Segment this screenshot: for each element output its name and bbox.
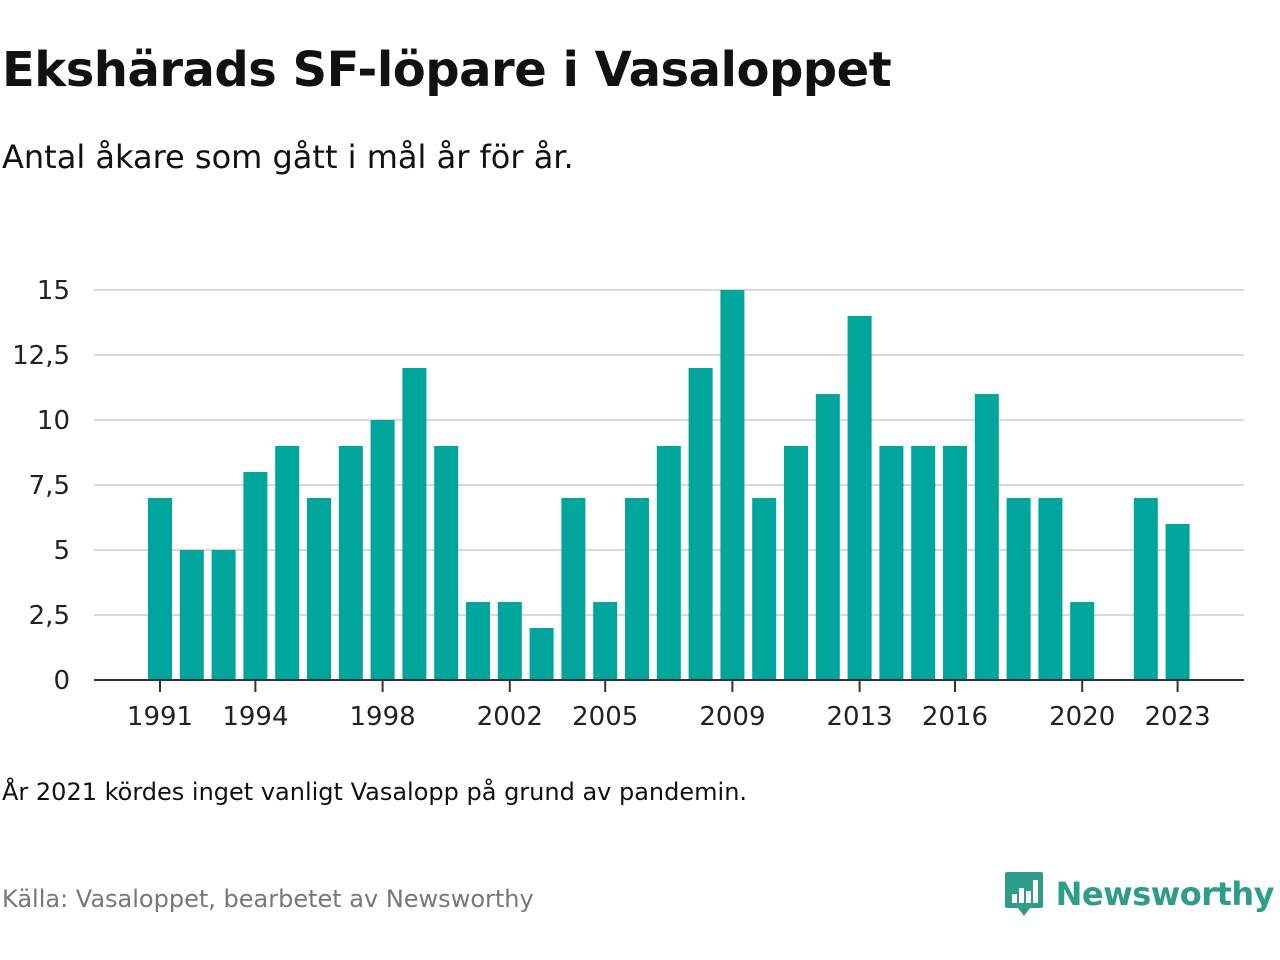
bar [497, 602, 522, 680]
bar [593, 602, 618, 680]
bar [625, 498, 649, 680]
chart-title: Ekshärads SF-löpare i Vasaloppet [2, 42, 892, 98]
bar [879, 446, 904, 680]
bar [179, 550, 204, 680]
bar [752, 498, 777, 680]
bar [402, 368, 427, 680]
x-tick-label: 2020 [1049, 702, 1115, 732]
bar [211, 550, 236, 680]
x-tick-label: 2005 [572, 702, 638, 732]
x-tick-label: 2016 [922, 702, 988, 732]
y-tick-label: 5 [53, 536, 70, 566]
bar [275, 446, 300, 680]
chart-note: År 2021 kördes inget vanligt Vasalopp på… [2, 778, 748, 806]
bar [1006, 498, 1031, 680]
bar [656, 446, 681, 680]
logo-text: Newsworthy [1055, 875, 1275, 913]
bar [974, 394, 999, 680]
bar [561, 498, 586, 680]
x-tick-label: 1998 [350, 702, 416, 732]
chart-source: Källa: Vasaloppet, bearbetet av Newswort… [2, 885, 534, 913]
x-tick-label: 1994 [222, 702, 288, 732]
bar [243, 472, 268, 680]
bar [847, 316, 872, 680]
bar [720, 290, 745, 680]
bar [943, 446, 967, 680]
bar [1165, 524, 1190, 680]
newsworthy-chart-bubble-icon [1004, 872, 1043, 916]
x-tick-label: 1991 [127, 702, 193, 732]
y-tick-label: 7,5 [29, 471, 70, 501]
x-tick-label: 2013 [827, 702, 893, 732]
bar-chart: 0 2,5 5 7,5 10 12,5 15 1991 1994 1998 2002 2005 2009… [12, 276, 1244, 732]
x-tick-label: 2002 [477, 702, 543, 732]
y-tick-label: 0 [53, 666, 70, 696]
x-tick-label: 2023 [1145, 702, 1211, 732]
bar [815, 394, 840, 680]
bar [1038, 498, 1063, 680]
bars [148, 290, 1190, 680]
bar [911, 446, 936, 680]
bar [784, 446, 808, 680]
bar [1070, 602, 1095, 680]
bar [529, 628, 554, 680]
y-tick-label: 10 [37, 406, 70, 436]
y-tick-label: 2,5 [29, 601, 70, 631]
y-tick-label: 15 [37, 276, 70, 306]
bar [307, 498, 331, 680]
y-tick-label: 12,5 [12, 341, 70, 371]
bar [466, 602, 490, 680]
bar [688, 368, 713, 680]
bar [434, 446, 459, 680]
tick-labels: 0 2,5 5 7,5 10 12,5 15 1991 1994 1998 2002 2005 2009… [12, 276, 1211, 732]
newsworthy-logo: Newsworthy [1004, 870, 1275, 918]
bar [370, 420, 395, 680]
bar [1133, 498, 1158, 680]
x-tick-label: 2009 [699, 702, 765, 732]
axes [94, 679, 1244, 692]
bar [338, 446, 363, 680]
bar [148, 498, 172, 680]
chart-subtitle: Antal åkare som gått i mål år för år. [2, 138, 574, 176]
